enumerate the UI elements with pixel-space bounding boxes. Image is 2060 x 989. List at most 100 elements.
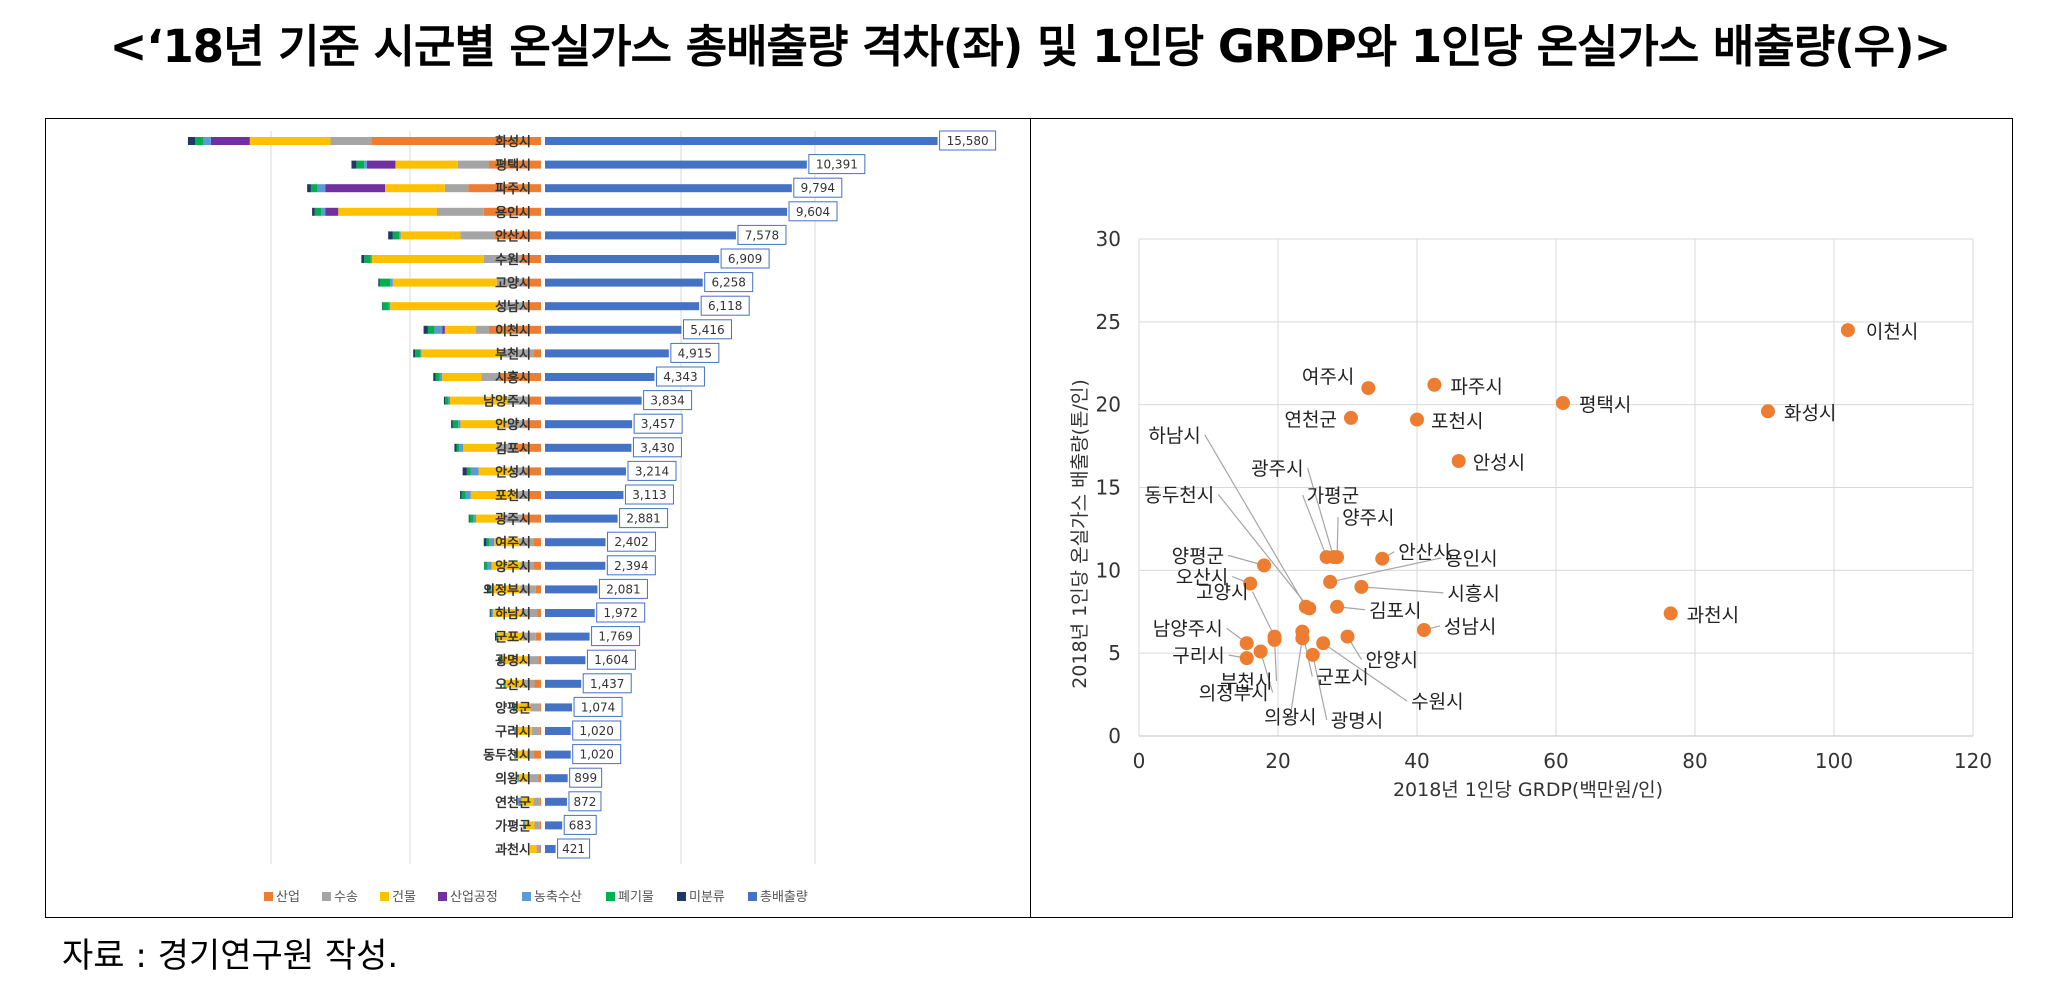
sector-bar-segment [470, 467, 479, 476]
sector-bar-segment [535, 632, 541, 641]
sector-bar-segment [372, 137, 541, 145]
sector-bar-segment [518, 797, 519, 806]
total-emission-bar [545, 514, 618, 523]
sector-bar-segment [434, 325, 443, 334]
sector-bar-segment [512, 467, 526, 476]
bar-category-label: 용인시 [495, 205, 531, 221]
total-emission-bar [545, 632, 590, 641]
total-emission-bar [545, 491, 624, 499]
total-emission-bar [545, 396, 642, 405]
total-value-label: 9,794 [801, 181, 835, 195]
scatter-point [1323, 574, 1338, 589]
sector-bar-segment [538, 656, 541, 665]
total-emission-bar [545, 679, 582, 688]
scatter-points [1239, 323, 1855, 666]
total-value-label: 3,214 [635, 464, 669, 478]
total-value-label: 1,020 [580, 724, 614, 738]
sector-bar-segment [530, 703, 540, 712]
total-value-box [808, 154, 866, 175]
scatter-x-tick-label: 60 [1543, 749, 1568, 773]
bar-category-label: 포천시 [495, 489, 531, 504]
sector-bar-segment [496, 632, 498, 641]
scatter-point-label: 부천시 [1220, 671, 1272, 693]
sector-bar-segment [533, 538, 541, 547]
sector-bar-segment [491, 609, 493, 617]
scatter-y-tick-label: 25 [1096, 310, 1121, 334]
total-value-label: 1,437 [590, 677, 624, 691]
scatter-axes: 0 5 10 15 20 25 30 0 20 40 60 80 100 120 [1096, 227, 1993, 773]
legend-swatch [264, 892, 273, 901]
sector-bar-segment [445, 396, 449, 405]
panel-divider [1030, 118, 1031, 918]
sector-bar-segment [487, 561, 492, 570]
sector-bar-segment [504, 679, 506, 688]
bar-category-label: 시흥시 [495, 370, 531, 386]
sector-bar-segment [451, 420, 453, 429]
sector-bar-segment [310, 184, 318, 193]
sector-bar-segment [427, 325, 435, 334]
total-value-box [568, 791, 602, 812]
sector-bar-segment [515, 491, 528, 499]
sector-bar-segment [539, 821, 541, 830]
total-value-box [606, 555, 656, 576]
scatter-y-tick-label: 10 [1096, 558, 1121, 582]
sector-bar-segment [476, 325, 489, 334]
scatter-point [1840, 323, 1855, 338]
total-value-label: 10,391 [816, 158, 858, 172]
sector-bar-segment [452, 420, 459, 429]
scatter-point-label: 김포시 [1369, 600, 1421, 622]
sector-bar-segment [366, 160, 396, 169]
scatter-point-label: 군포시 [1316, 667, 1368, 689]
bar-category-label: 구리시 [495, 724, 531, 740]
sector-bar-segment [507, 396, 528, 405]
sector-bar-segment [521, 609, 538, 617]
figure-frame [45, 118, 2013, 918]
total-emission-bar [545, 278, 703, 287]
sector-bar-segment [390, 302, 500, 311]
total-emission-bar [545, 207, 788, 216]
scatter-gridlines [1138, 238, 1974, 737]
total-emission-bar [545, 750, 571, 759]
total-value-label: 1,604 [594, 653, 628, 667]
scatter-point-label: 성남시 [1444, 616, 1496, 638]
bar-category-label: 평택시 [495, 158, 531, 174]
legend-label: 농축수산 [534, 890, 582, 905]
legend-label: 총배출량 [760, 890, 808, 905]
scatter-point-label: 포천시 [1431, 411, 1483, 433]
scatter-leader-line [1307, 467, 1335, 558]
total-value-box [591, 626, 641, 647]
sector-bar-segment [497, 632, 499, 641]
total-emission-bar [545, 231, 736, 240]
sector-bar-segment [457, 160, 489, 169]
sector-bar-segment [382, 302, 389, 311]
scatter-point-label: 안성시 [1473, 452, 1525, 474]
bar-category-label: 수원시 [495, 253, 531, 268]
sector-bar-segment [518, 797, 520, 806]
bar-category-label: 가평군 [495, 818, 531, 834]
total-emission-bar [545, 656, 586, 665]
scatter-leader-line [1322, 642, 1408, 702]
scatter-point [1663, 606, 1678, 621]
sector-bar-segment [523, 821, 524, 830]
sector-bar-segment [522, 514, 541, 523]
total-emission-bar [545, 137, 938, 145]
sector-bar-segment [442, 373, 482, 381]
total-value-label: 6,909 [728, 252, 762, 266]
scatter-leader-line [1204, 434, 1307, 608]
scatter-point-label: 하남시 [1148, 425, 1200, 447]
total-value-box [624, 484, 674, 505]
scatter-y-axis-label: 2018년 1인당 온실가스 배출량(톤/인) [1069, 379, 1091, 689]
sector-bar-segment [321, 207, 326, 216]
scatter-point [1316, 636, 1331, 651]
sector-bar-segment [524, 679, 535, 688]
sector-bar-segment [496, 443, 515, 452]
sector-bar-segment [539, 727, 541, 735]
total-value-label: 2,881 [626, 512, 660, 526]
bar-category-label: 의왕시 [495, 771, 531, 787]
sector-bar-segment [498, 632, 523, 641]
sector-bar-segment [442, 325, 445, 334]
total-emission-bar [545, 160, 807, 169]
scatter-point [1243, 576, 1258, 591]
scatter-point-label: 구리시 [1172, 645, 1224, 667]
total-value-label: 872 [574, 795, 597, 809]
